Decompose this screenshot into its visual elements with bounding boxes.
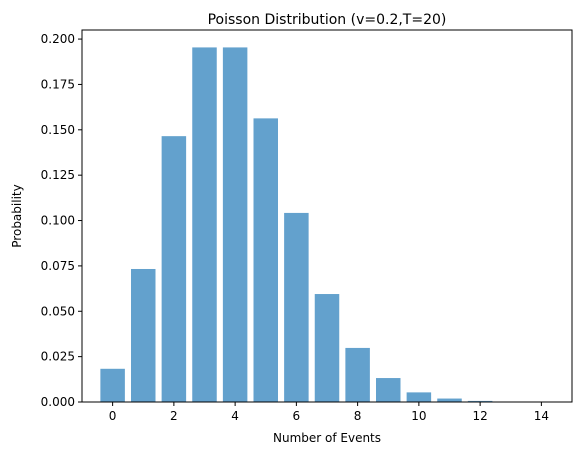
y-tick-label: 0.175 — [41, 77, 75, 91]
x-tick-label: 0 — [109, 409, 117, 423]
x-tick-label: 2 — [170, 409, 178, 423]
x-axis-ticks: 0 2 4 6 8 10 12 14 — [109, 402, 549, 423]
plot-frame — [81, 29, 573, 403]
y-tick-label: 0.150 — [41, 123, 75, 137]
y-tick-label: 0.000 — [41, 395, 75, 409]
bar-6 — [284, 212, 309, 402]
y-tick-label: 0.075 — [41, 259, 75, 273]
y-axis-ticks: 0.000 0.025 0.050 0.075 0.100 0.125 0.150 0.175… — [41, 32, 82, 409]
bar-2 — [161, 136, 187, 402]
x-tick-label: 12 — [472, 409, 487, 423]
x-tick-label: 4 — [231, 409, 239, 423]
y-tick-label: 0.125 — [41, 168, 75, 182]
chart-title: Poisson Distribution (v=0.2,T=20) — [208, 12, 447, 28]
bar-10 — [406, 392, 432, 402]
bar-11 — [437, 398, 462, 402]
x-tick-label: 6 — [293, 409, 301, 423]
bar-0 — [100, 368, 125, 402]
y-tick-label: 0.050 — [41, 304, 75, 318]
bar-9 — [376, 378, 401, 402]
x-axis-label: Number of Events — [273, 431, 381, 445]
y-tick-label: 0.025 — [41, 350, 75, 364]
y-axis-label: Probability — [10, 184, 24, 247]
bar-3 — [192, 47, 217, 403]
bar-7 — [314, 294, 340, 402]
y-tick-label: 0.100 — [41, 214, 75, 228]
y-tick-label: 0.200 — [41, 32, 75, 46]
bar-4 — [222, 47, 248, 403]
bar-5 — [253, 118, 278, 402]
x-tick-label: 14 — [534, 409, 549, 423]
bar-12 — [467, 400, 493, 402]
bar-1 — [131, 268, 156, 402]
x-tick-label: 10 — [411, 409, 426, 423]
x-tick-label: 8 — [354, 409, 362, 423]
bar-8 — [345, 347, 370, 402]
bars-group — [100, 47, 554, 403]
